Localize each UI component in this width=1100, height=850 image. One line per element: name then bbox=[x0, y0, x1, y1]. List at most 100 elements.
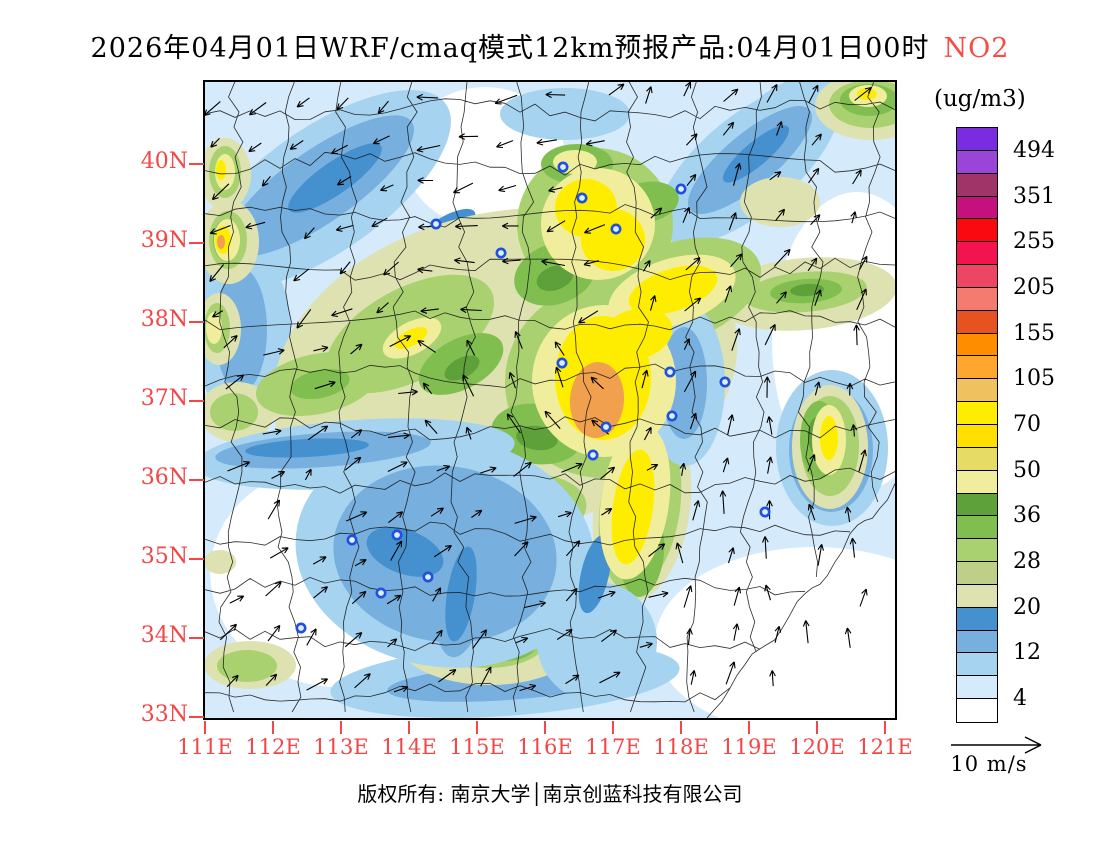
colorbar-cell bbox=[956, 286, 998, 312]
colorbar-tick-label: 155 bbox=[1013, 320, 1055, 346]
colorbar-cell bbox=[956, 424, 998, 449]
lat-tick-mark bbox=[189, 400, 204, 402]
colorbar-tick-label: 105 bbox=[1013, 366, 1055, 392]
colorbar-cell bbox=[956, 492, 998, 518]
contour-fill-region bbox=[536, 264, 574, 292]
lon-tick-mark bbox=[884, 721, 886, 734]
colorbar-tick-label: 4 bbox=[1013, 686, 1027, 712]
city-marker-icon bbox=[600, 421, 612, 433]
lon-tick-mark bbox=[680, 721, 682, 734]
colorbar-cell bbox=[956, 332, 998, 358]
lon-tick-label: 118E bbox=[653, 735, 709, 759]
city-marker-icon bbox=[719, 376, 731, 388]
colorbar-cell bbox=[956, 515, 998, 541]
contour-fill-region bbox=[500, 88, 630, 140]
colorbar-tick-label: 36 bbox=[1013, 503, 1041, 529]
lat-tick-mark bbox=[189, 716, 204, 718]
lon-tick-label: 120E bbox=[789, 735, 845, 759]
colorbar-cell bbox=[956, 698, 998, 723]
colorbar-cell bbox=[956, 378, 998, 404]
city-marker-icon bbox=[391, 529, 403, 541]
city-marker-icon bbox=[556, 357, 568, 369]
contour-fill-region bbox=[444, 355, 480, 381]
colorbar-cell bbox=[956, 149, 998, 175]
colorbar-cell bbox=[956, 309, 998, 335]
lon-tick-mark bbox=[612, 721, 614, 734]
city-marker-icon bbox=[759, 506, 771, 518]
colorbar-cell bbox=[956, 675, 998, 701]
wind-scale-arrow-icon bbox=[951, 736, 1042, 754]
lat-tick-mark bbox=[189, 558, 204, 560]
colorbar-tick-label: 50 bbox=[1013, 457, 1041, 483]
high-concentration-region bbox=[394, 326, 428, 350]
lon-tick-label: 119E bbox=[721, 735, 777, 759]
colorbar-cell bbox=[956, 561, 998, 586]
lat-tick-mark bbox=[189, 479, 204, 481]
lon-tick-label: 112E bbox=[245, 735, 301, 759]
lon-tick-label: 115E bbox=[449, 735, 505, 759]
contour-fill-region bbox=[537, 582, 657, 702]
colorbar-tick-label: 70 bbox=[1013, 412, 1041, 437]
city-marker-icon bbox=[664, 366, 676, 378]
lat-tick-label: 36N bbox=[140, 465, 188, 490]
colorbar-tick-label: 494 bbox=[1013, 137, 1055, 163]
lon-tick-mark bbox=[816, 721, 818, 734]
lat-tick-label: 37N bbox=[140, 386, 188, 411]
lat-tick-label: 40N bbox=[140, 149, 188, 174]
colorbar-tick-label: 28 bbox=[1013, 549, 1041, 575]
high-concentration-region bbox=[611, 449, 655, 565]
copyright-footer: 版权所有: 南京大学│南京创蓝科技有限公司 bbox=[357, 782, 743, 806]
lat-tick-label: 35N bbox=[140, 544, 188, 569]
contour-fill-region bbox=[445, 546, 477, 642]
colorbar-unit-label: (ug/m3) bbox=[934, 86, 1026, 112]
colorbar-cell bbox=[956, 172, 998, 198]
lat-tick-mark bbox=[189, 321, 204, 323]
colorbar-cell bbox=[956, 538, 998, 564]
city-marker-icon bbox=[375, 587, 387, 599]
contour-fill-region bbox=[740, 177, 820, 227]
colorbar-cell bbox=[956, 606, 998, 632]
wind-vector-arrows bbox=[205, 82, 872, 693]
contour-fill-region bbox=[205, 550, 236, 574]
pollutant-label: NO2 bbox=[943, 33, 1010, 64]
lon-tick-mark bbox=[544, 721, 546, 734]
contour-fill-region bbox=[217, 650, 277, 682]
wind-scale-label: 10 m/s bbox=[950, 752, 1028, 776]
colorbar-cell bbox=[956, 241, 998, 267]
contour-fill-region bbox=[210, 393, 258, 431]
lat-tick-label: 34N bbox=[140, 623, 188, 648]
contour-fill-region bbox=[206, 312, 222, 344]
no2-concentration-map bbox=[205, 82, 895, 718]
city-marker-icon bbox=[610, 223, 622, 235]
high-concentration-region bbox=[601, 308, 673, 360]
plot-title: 2026年04月01日WRF/cmaq模式12km预报产品:04月01日00时 N… bbox=[0, 26, 1100, 65]
lon-tick-mark bbox=[204, 721, 206, 734]
city-marker-icon bbox=[576, 192, 588, 204]
city-marker-icon bbox=[495, 247, 507, 259]
contour-fill-region bbox=[366, 527, 444, 577]
contour-fill-region bbox=[722, 125, 790, 183]
city-marker-icon bbox=[587, 449, 599, 461]
contour-fill-region bbox=[790, 283, 824, 297]
colorbar bbox=[956, 127, 998, 723]
contour-fill-region bbox=[245, 438, 369, 458]
city-marker-icon bbox=[675, 183, 687, 195]
lon-tick-label: 113E bbox=[313, 735, 369, 759]
colorbar-tick-label: 20 bbox=[1013, 594, 1041, 620]
colorbar-cell bbox=[956, 355, 998, 381]
map-frame bbox=[203, 80, 897, 720]
city-marker-icon bbox=[422, 571, 434, 583]
colorbar-tick-label: 205 bbox=[1013, 274, 1055, 300]
low-concentration-region bbox=[655, 547, 895, 718]
lat-tick-label: 38N bbox=[140, 307, 188, 332]
lat-tick-mark bbox=[189, 163, 204, 165]
city-marker-icon bbox=[430, 218, 442, 230]
lon-tick-mark bbox=[748, 721, 750, 734]
contour-fill-region bbox=[516, 425, 558, 451]
contour-fill-region bbox=[290, 368, 350, 400]
lon-tick-label: 121E bbox=[857, 735, 913, 759]
lat-tick-mark bbox=[189, 242, 204, 244]
peak-concentration-region bbox=[217, 235, 225, 249]
colorbar-cell bbox=[956, 401, 998, 426]
